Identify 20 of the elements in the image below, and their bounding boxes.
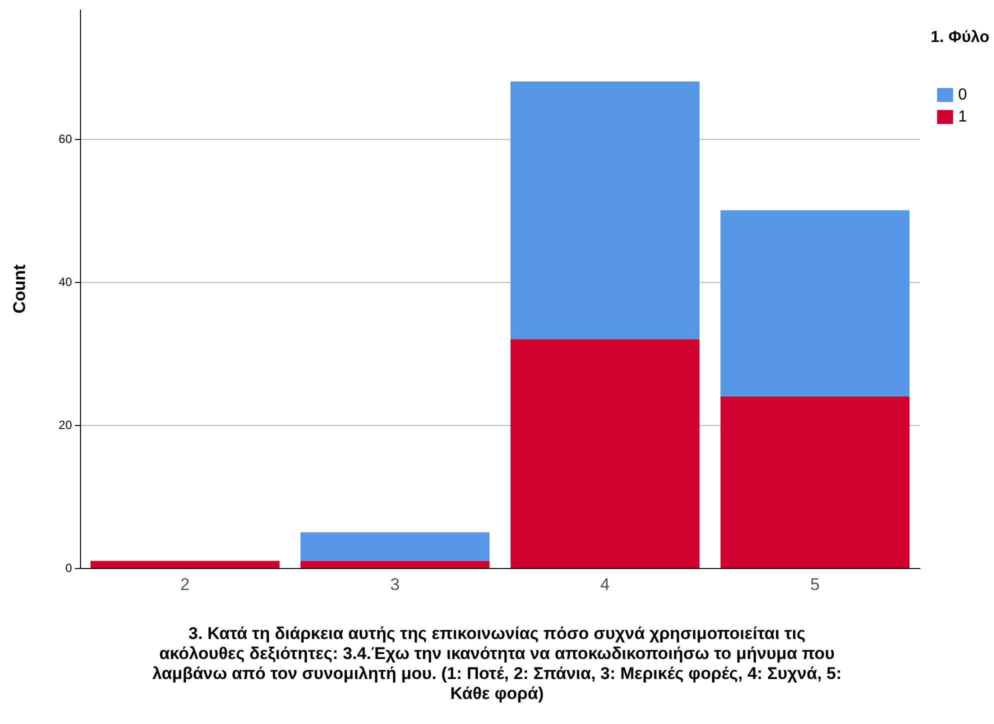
bar xyxy=(510,339,700,568)
legend-label: 0 xyxy=(958,86,968,104)
bar xyxy=(90,560,280,568)
bar xyxy=(510,82,700,340)
legend-title: 1. Φύλο xyxy=(930,28,990,48)
legend-label: 1 xyxy=(958,108,968,126)
y-axis-title: Count xyxy=(10,264,29,314)
bar xyxy=(720,396,910,568)
x-tick-label: 2 xyxy=(180,575,190,594)
bar xyxy=(720,210,910,396)
x-tick-label: 3 xyxy=(390,575,400,594)
x-axis-title: 3. Κατά τη διάρκεια αυτής της επικοινωνίας πόσο συχνά χρησιμοποιείται τις ακόλουθες δεξιότητες: 3.4.Έχω την ικανότητα να αποκωδικοποιήσω το μήνυμα που λαμβάνω από τον συνομιλητή μου. (1: Ποτέ, 2: Σπάνια, 3: Μερικές φορές, 4: Συχνά, 5: Κάθε φορά) xyxy=(151,624,843,704)
bar xyxy=(300,560,490,568)
y-tick-label: 0 xyxy=(65,561,72,575)
x-tick-label: 5 xyxy=(810,575,820,594)
y-tick-label: 40 xyxy=(58,274,72,289)
y-tick-label: 60 xyxy=(58,132,72,146)
y-tick-label: 20 xyxy=(58,418,72,432)
x-tick-label: 4 xyxy=(600,575,610,594)
bar xyxy=(300,532,490,561)
